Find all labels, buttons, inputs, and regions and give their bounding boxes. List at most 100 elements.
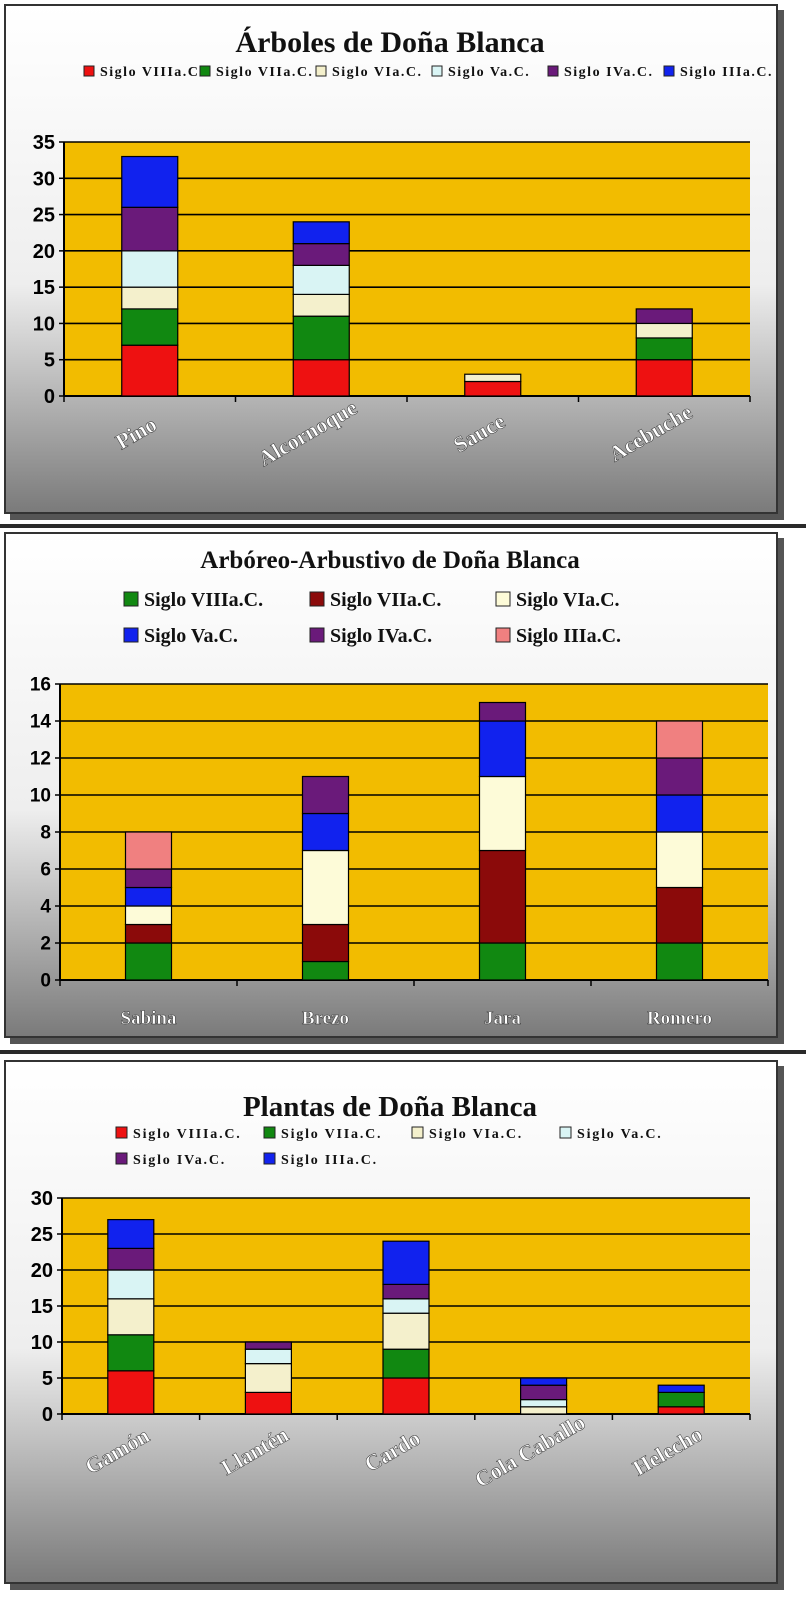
x-tick-label: Romero [647,1008,712,1029]
bar-segment [121,344,179,397]
bar-segment [107,1269,155,1300]
bar-segment [478,720,527,778]
legend-label: Siglo VIIa.C. [216,65,313,80]
y-tick-label: 14 [30,712,52,733]
bar-segment [124,831,173,870]
x-tick-label: Sabina [121,1008,177,1029]
y-tick-label: 25 [31,1224,53,1246]
legend-swatch [495,627,511,643]
legend-label: Siglo Va.C. [448,65,530,80]
bar-segment [301,775,350,815]
chart-arboles-svg: Árboles de Doña Blanca Siglo VIIIa.C. Sigl… [4,4,784,520]
bar-segment [382,1312,430,1350]
bar-segment [124,886,173,907]
bar-segment [464,373,522,383]
bar-segment [519,1406,568,1415]
bar-segment [301,849,350,926]
y-tick-label: 2 [40,934,51,955]
bar-segment [382,1283,430,1300]
bar-segment [107,1247,155,1271]
chart-arboreo-arbustivo-svg: Arbóreo-Arbustivo de Doña Blanca Siglo VI… [4,532,784,1044]
bar-segment [107,1370,155,1415]
y-tick-label: 8 [40,823,51,844]
legend-label: Siglo IVa.C. [133,1153,226,1168]
bar-segment [121,308,179,346]
bar-segment [478,701,527,722]
legend-swatch [83,65,95,77]
bar-segment [121,155,179,208]
bar-segment [301,923,350,963]
y-tick-label: 30 [31,1188,53,1210]
legend-swatch [263,1126,276,1139]
bar-segment [382,1348,430,1379]
bar-segment [301,960,350,981]
bar-segment [121,286,179,310]
bar-segment [107,1219,155,1250]
y-tick-label: 5 [44,350,55,372]
legend-swatch [309,627,325,643]
bar-segment [519,1399,568,1408]
legend-swatch [663,65,675,77]
bar-segment [121,250,179,288]
legend-swatch [315,65,327,77]
y-tick-label: 12 [30,749,51,770]
legend-label: Siglo Va.C. [144,625,238,647]
bar-segment [244,1348,292,1365]
bar-segment [655,757,704,796]
legend-swatch [199,65,211,77]
bar-segment [657,1391,705,1408]
bar-segment [655,942,704,981]
bar-segment [478,849,527,944]
legend-label: Siglo VIIIa.C. [133,1127,242,1142]
y-tick-label: 10 [31,1332,53,1354]
y-tick-label: 0 [40,971,51,992]
legend-swatch [115,1126,128,1139]
legend-label: Siglo IVa.C. [564,65,653,80]
y-tick-label: 15 [31,1296,53,1318]
chart-title: Arbóreo-Arbustivo de Doña Blanca [200,547,580,574]
bar-segment [478,942,527,981]
y-tick-label: 20 [33,241,55,263]
bar-segment [292,293,350,317]
bar-segment [655,794,704,833]
bar-segment [655,886,704,944]
y-tick-label: 0 [44,386,55,408]
bar-segment [635,337,693,361]
bar-segment [635,322,693,339]
y-tick-label: 0 [42,1404,53,1426]
bar-segment [124,942,173,981]
y-tick-label: 16 [30,675,51,696]
chart-arboles: Árboles de Doña Blanca Siglo VIIIa.C. Sigl… [4,4,784,520]
legend-swatch [495,591,511,607]
legend-swatch [411,1126,424,1139]
chart-plantas: Plantas de Doña Blanca Siglo VIIIa.C. Sigl… [4,1060,784,1590]
y-tick-label: 35 [33,132,55,154]
bar-segment [244,1363,292,1394]
x-tick-label: Jara [484,1008,521,1029]
bar-segment [655,720,704,759]
y-tick-label: 30 [33,168,55,190]
bar-segment [464,380,522,397]
bar-segment [107,1334,155,1372]
legend-swatch [123,627,139,643]
bar-segment [292,264,350,296]
legend-label: Siglo IVa.C. [330,625,432,647]
bar-segment [382,1298,430,1314]
legend-label: Siglo IIIa.C. [281,1153,378,1168]
bar-segment [292,243,350,266]
divider [0,1050,806,1054]
x-tick-label: Brezo [302,1008,349,1029]
legend-label: Siglo VIIa.C. [281,1127,382,1142]
bar-segment [301,812,350,852]
bar-segment [655,831,704,889]
y-tick-label: 15 [33,277,55,299]
legend-swatch [559,1126,572,1139]
legend-swatch [263,1152,276,1165]
bar-segment [635,308,693,325]
bar-segment [124,905,173,926]
chart-title: Plantas de Doña Blanca [243,1091,538,1123]
legend-label: Siglo VIa.C. [516,589,620,611]
legend-label: Siglo VIa.C. [429,1127,523,1142]
bar-segment [244,1341,292,1350]
